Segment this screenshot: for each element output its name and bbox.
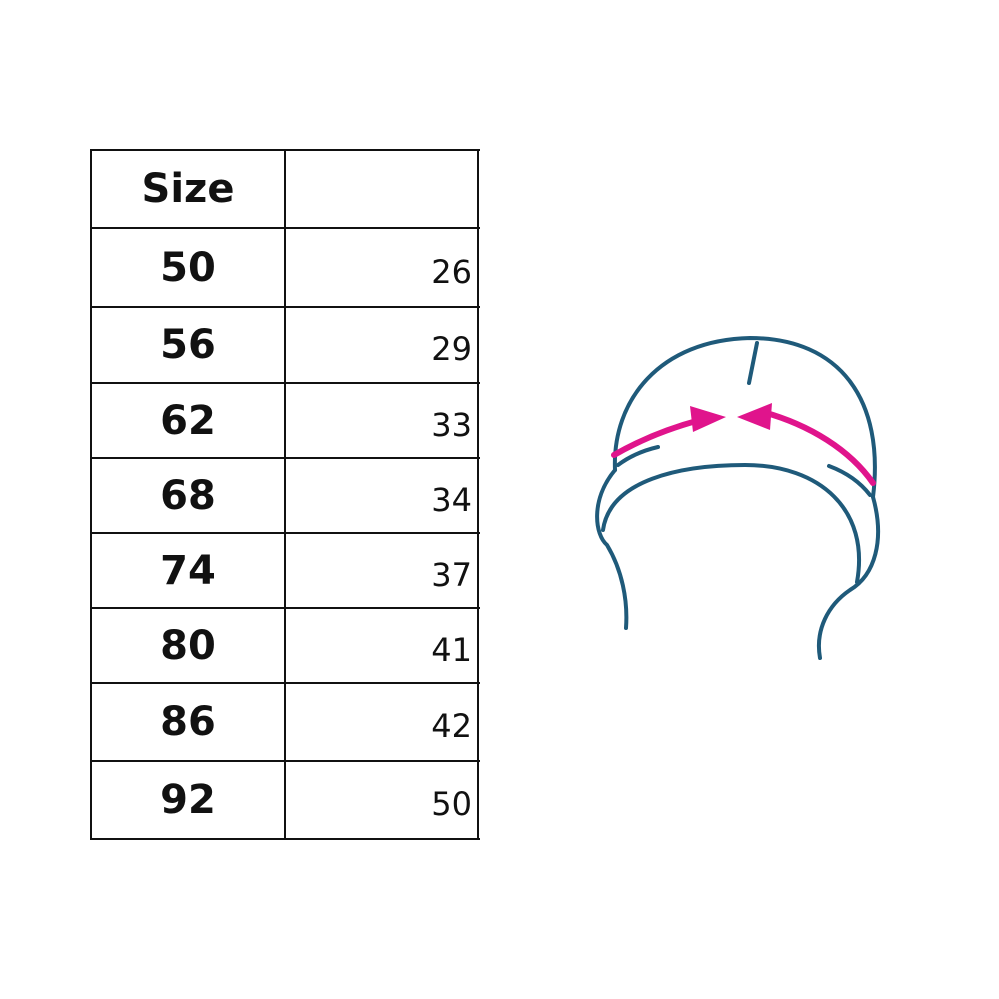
size-cell: 68 (160, 472, 216, 519)
size-cell: 92 (160, 777, 216, 823)
hat-brim-outer-right (817, 495, 881, 660)
hat-brim-fold-right (827, 464, 872, 497)
size-cell: 50 (160, 244, 216, 291)
hat-brim-inner (601, 462, 861, 584)
value-cell: 33 (431, 405, 472, 444)
size-cell: 56 (160, 322, 216, 368)
value-cell: 37 (431, 555, 472, 594)
table-rule (477, 149, 479, 840)
size-cell: 74 (160, 547, 216, 594)
value-cell: 41 (431, 630, 472, 669)
header-size: Size (141, 166, 235, 212)
hat-brim-outer-left (595, 468, 629, 630)
value-cell: 50 (431, 785, 472, 823)
hat-brim-fold-left (616, 445, 660, 467)
hat-seam (747, 341, 759, 385)
value-cell: 26 (431, 252, 472, 291)
size-cell: 62 (160, 397, 216, 444)
hat-dome (612, 335, 877, 499)
table-rule (90, 149, 92, 840)
value-cell: 42 (431, 707, 472, 745)
size-cell: 86 (160, 699, 216, 745)
table-rule (284, 149, 286, 840)
value-cell: 29 (431, 330, 472, 368)
measure-arrows (611, 403, 876, 486)
value-cell: 34 (431, 480, 472, 519)
size-cell: 80 (160, 622, 216, 669)
